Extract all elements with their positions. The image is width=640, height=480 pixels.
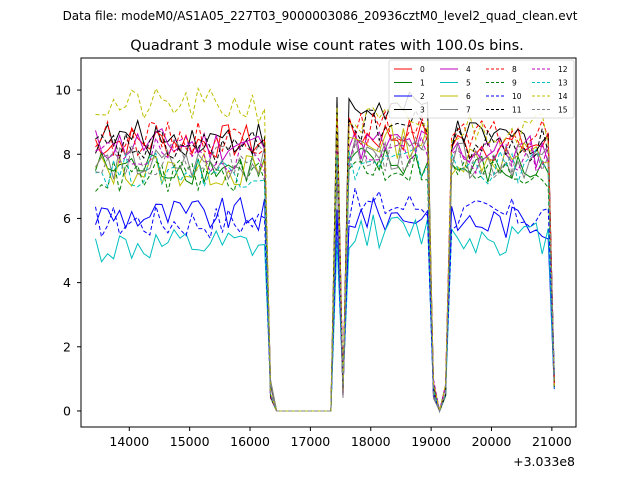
x-tick-label: 19000 bbox=[411, 434, 451, 449]
y-tick-label: 2 bbox=[63, 339, 71, 354]
series-line-12 bbox=[95, 135, 555, 412]
legend-label-2: 2 bbox=[420, 92, 425, 101]
series-line-15 bbox=[95, 135, 555, 413]
legend-label-3: 3 bbox=[420, 106, 425, 115]
x-tick-label: 20000 bbox=[472, 434, 512, 449]
legend-label-7: 7 bbox=[466, 106, 471, 115]
legend-box bbox=[388, 59, 575, 119]
legend-label-1: 1 bbox=[420, 79, 425, 88]
x-tick-label: 21000 bbox=[532, 434, 572, 449]
x-tick-label: 18000 bbox=[351, 434, 391, 449]
y-axis: 0 2 4 6 8 10 bbox=[55, 83, 81, 418]
y-tick-label: 8 bbox=[63, 147, 71, 162]
legend-label-8: 8 bbox=[512, 65, 517, 74]
series-line-11 bbox=[95, 109, 555, 413]
y-tick-label: 6 bbox=[63, 211, 71, 226]
x-tick-label: 17000 bbox=[291, 434, 331, 449]
legend-label-10: 10 bbox=[512, 92, 522, 101]
y-tick-label: 10 bbox=[55, 83, 71, 98]
y-tick-label: 0 bbox=[63, 403, 71, 418]
x-axis: 14000 15000 16000 17000 18000 19000 20000 21000 bbox=[109, 427, 572, 449]
legend-label-12: 12 bbox=[558, 65, 568, 74]
legend-label-9: 9 bbox=[512, 79, 517, 88]
legend-label-13: 13 bbox=[558, 79, 568, 88]
chart-suptitle: Data file: modeM0/AS1A05_227T03_90000030… bbox=[63, 9, 578, 23]
series-lines bbox=[95, 86, 555, 413]
legend-label-6: 6 bbox=[466, 92, 471, 101]
series-line-13 bbox=[95, 147, 555, 413]
legend-label-4: 4 bbox=[466, 65, 471, 74]
legend-label-15: 15 bbox=[558, 106, 568, 115]
series-line-14 bbox=[95, 86, 555, 412]
legend-label-0: 0 bbox=[420, 65, 425, 74]
x-offset-label: +3.033e8 bbox=[513, 454, 575, 469]
x-tick-label: 16000 bbox=[230, 434, 270, 449]
plot-frame bbox=[80, 57, 577, 428]
y-tick-label: 4 bbox=[63, 275, 71, 290]
legend-label-11: 11 bbox=[512, 106, 522, 115]
legend-label-14: 14 bbox=[558, 92, 568, 101]
chart-title: Quadrant 3 module wise count rates with … bbox=[130, 38, 524, 54]
x-tick-label: 15000 bbox=[170, 434, 210, 449]
legend-label-5: 5 bbox=[466, 79, 471, 88]
series-line-10 bbox=[95, 187, 555, 413]
x-tick-label: 14000 bbox=[109, 434, 149, 449]
